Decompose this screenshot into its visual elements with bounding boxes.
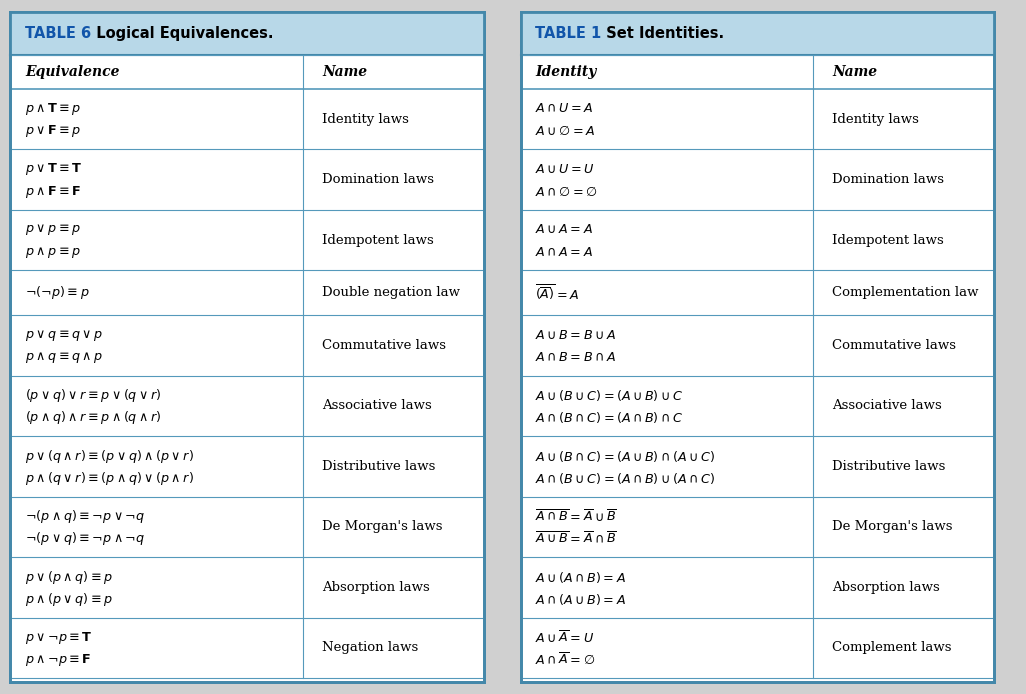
Text: Double negation law: Double negation law: [322, 286, 460, 299]
Text: Identity laws: Identity laws: [832, 112, 919, 126]
Text: $p \wedge \mathbf{T} \equiv p$: $p \wedge \mathbf{T} \equiv p$: [25, 101, 81, 117]
Text: $A \cup B = B \cup A$: $A \cup B = B \cup A$: [535, 328, 616, 341]
Text: $\overline{A \cup B} = \overline{A} \cap \overline{B}$: $\overline{A \cup B} = \overline{A} \cap…: [535, 532, 617, 547]
Text: Domination laws: Domination laws: [832, 174, 944, 186]
Text: Associative laws: Associative laws: [832, 399, 942, 412]
FancyBboxPatch shape: [520, 12, 994, 682]
FancyBboxPatch shape: [10, 12, 483, 55]
Text: Identity laws: Identity laws: [322, 112, 408, 126]
Text: $A \cup \emptyset = A$: $A \cup \emptyset = A$: [535, 124, 595, 138]
Text: $p \wedge (q \vee r) \equiv (p \wedge q) \vee (p \wedge r)$: $p \wedge (q \vee r) \equiv (p \wedge q)…: [25, 470, 194, 487]
Text: $A \cup (A \cap B) = A$: $A \cup (A \cap B) = A$: [535, 570, 626, 584]
Text: $(p \wedge q) \wedge r \equiv p \wedge (q \wedge r)$: $(p \wedge q) \wedge r \equiv p \wedge (…: [25, 409, 161, 426]
Text: $A \cap B = B \cap A$: $A \cap B = B \cap A$: [535, 351, 616, 364]
Text: $p \wedge q \equiv q \wedge p$: $p \wedge q \equiv q \wedge p$: [25, 350, 103, 365]
Text: Name: Name: [322, 65, 367, 79]
Text: Complementation law: Complementation law: [832, 286, 979, 299]
Text: $p \wedge \neg p \equiv \mathbf{F}$: $p \wedge \neg p \equiv \mathbf{F}$: [25, 652, 91, 668]
FancyBboxPatch shape: [520, 12, 994, 55]
Text: $p \vee (p \wedge q) \equiv p$: $p \vee (p \wedge q) \equiv p$: [25, 568, 113, 586]
Text: Absorption laws: Absorption laws: [322, 581, 430, 594]
Text: $A \cap (B \cap C) = (A \cap B) \cap C$: $A \cap (B \cap C) = (A \cap B) \cap C$: [535, 410, 683, 425]
Text: $\neg(p \vee q) \equiv \neg p \wedge \neg q$: $\neg(p \vee q) \equiv \neg p \wedge \ne…: [25, 530, 145, 548]
Text: Associative laws: Associative laws: [322, 399, 432, 412]
Text: $A \cap U = A$: $A \cap U = A$: [535, 102, 593, 115]
Text: Commutative laws: Commutative laws: [832, 339, 956, 352]
Text: $\neg(p \wedge q) \equiv \neg p \vee \neg q$: $\neg(p \wedge q) \equiv \neg p \vee \ne…: [25, 508, 145, 525]
Text: De Morgan's laws: De Morgan's laws: [832, 520, 952, 534]
Text: $A \cup \overline{A} = U$: $A \cup \overline{A} = U$: [535, 629, 594, 645]
Text: $p \wedge p \equiv p$: $p \wedge p \equiv p$: [25, 245, 81, 260]
Text: $p \vee q \equiv q \vee p$: $p \vee q \equiv q \vee p$: [25, 328, 103, 343]
Text: $p \vee p \equiv p$: $p \vee p \equiv p$: [25, 222, 81, 237]
Text: $A \cap \emptyset = \emptyset$: $A \cap \emptyset = \emptyset$: [535, 185, 597, 198]
Text: $A \cap (A \cup B) = A$: $A \cap (A \cup B) = A$: [535, 592, 626, 607]
Text: $A \cap A = A$: $A \cap A = A$: [535, 246, 593, 259]
Text: TABLE 6: TABLE 6: [25, 26, 91, 41]
Text: Idempotent laws: Idempotent laws: [832, 234, 944, 246]
Text: Domination laws: Domination laws: [322, 174, 434, 186]
Text: TABLE 1: TABLE 1: [535, 26, 601, 41]
Text: Distributive laws: Distributive laws: [832, 460, 945, 473]
Text: $(p \vee q) \vee r \equiv p \vee (q \vee r)$: $(p \vee q) \vee r \equiv p \vee (q \vee…: [25, 387, 161, 404]
Text: $A \cup (B \cap C) = (A \cup B) \cap (A \cup C)$: $A \cup (B \cap C) = (A \cup B) \cap (A …: [535, 448, 715, 464]
Text: $A \cup (B \cup C) = (A \cup B) \cup C$: $A \cup (B \cup C) = (A \cup B) \cup C$: [535, 388, 683, 403]
Text: $A \cup A = A$: $A \cup A = A$: [535, 223, 593, 237]
Text: Idempotent laws: Idempotent laws: [322, 234, 434, 246]
Text: $p \vee (q \wedge r) \equiv (p \vee q) \wedge (p \vee r)$: $p \vee (q \wedge r) \equiv (p \vee q) \…: [25, 448, 194, 464]
Text: $p \vee \mathbf{T} \equiv \mathbf{T}$: $p \vee \mathbf{T} \equiv \mathbf{T}$: [25, 162, 82, 178]
Text: $p \vee \mathbf{F} \equiv p$: $p \vee \mathbf{F} \equiv p$: [25, 124, 81, 139]
Text: $A \cap (B \cup C) = (A \cap B) \cup (A \cap C)$: $A \cap (B \cup C) = (A \cap B) \cup (A …: [535, 471, 715, 486]
Text: $p \vee \neg p \equiv \mathbf{T}$: $p \vee \neg p \equiv \mathbf{T}$: [25, 629, 92, 645]
Text: Equivalence: Equivalence: [25, 65, 119, 79]
Text: $\overline{(\overline{A})} = A$: $\overline{(\overline{A})} = A$: [535, 283, 580, 303]
Text: Complement laws: Complement laws: [832, 641, 951, 654]
Text: Set Identities.: Set Identities.: [596, 26, 724, 41]
Text: $A \cap \overline{A} = \emptyset$: $A \cap \overline{A} = \emptyset$: [535, 652, 595, 668]
Text: $\neg(\neg p) \equiv p$: $\neg(\neg p) \equiv p$: [25, 285, 89, 301]
Text: Name: Name: [832, 65, 877, 79]
FancyBboxPatch shape: [10, 12, 483, 682]
Text: $\overline{A \cap B} = \overline{A} \cup \overline{B}$: $\overline{A \cap B} = \overline{A} \cup…: [535, 509, 617, 525]
Text: $p \wedge (p \vee q) \equiv p$: $p \wedge (p \vee q) \equiv p$: [25, 591, 113, 608]
Text: Negation laws: Negation laws: [322, 641, 419, 654]
Text: Identity: Identity: [535, 65, 596, 79]
Text: Distributive laws: Distributive laws: [322, 460, 435, 473]
Text: Commutative laws: Commutative laws: [322, 339, 446, 352]
Text: Logical Equivalences.: Logical Equivalences.: [86, 26, 273, 41]
Text: $A \cup U = U$: $A \cup U = U$: [535, 163, 595, 176]
Text: $p \wedge \mathbf{F} \equiv \mathbf{F}$: $p \wedge \mathbf{F} \equiv \mathbf{F}$: [25, 184, 81, 200]
Text: De Morgan's laws: De Morgan's laws: [322, 520, 442, 534]
Text: Absorption laws: Absorption laws: [832, 581, 940, 594]
